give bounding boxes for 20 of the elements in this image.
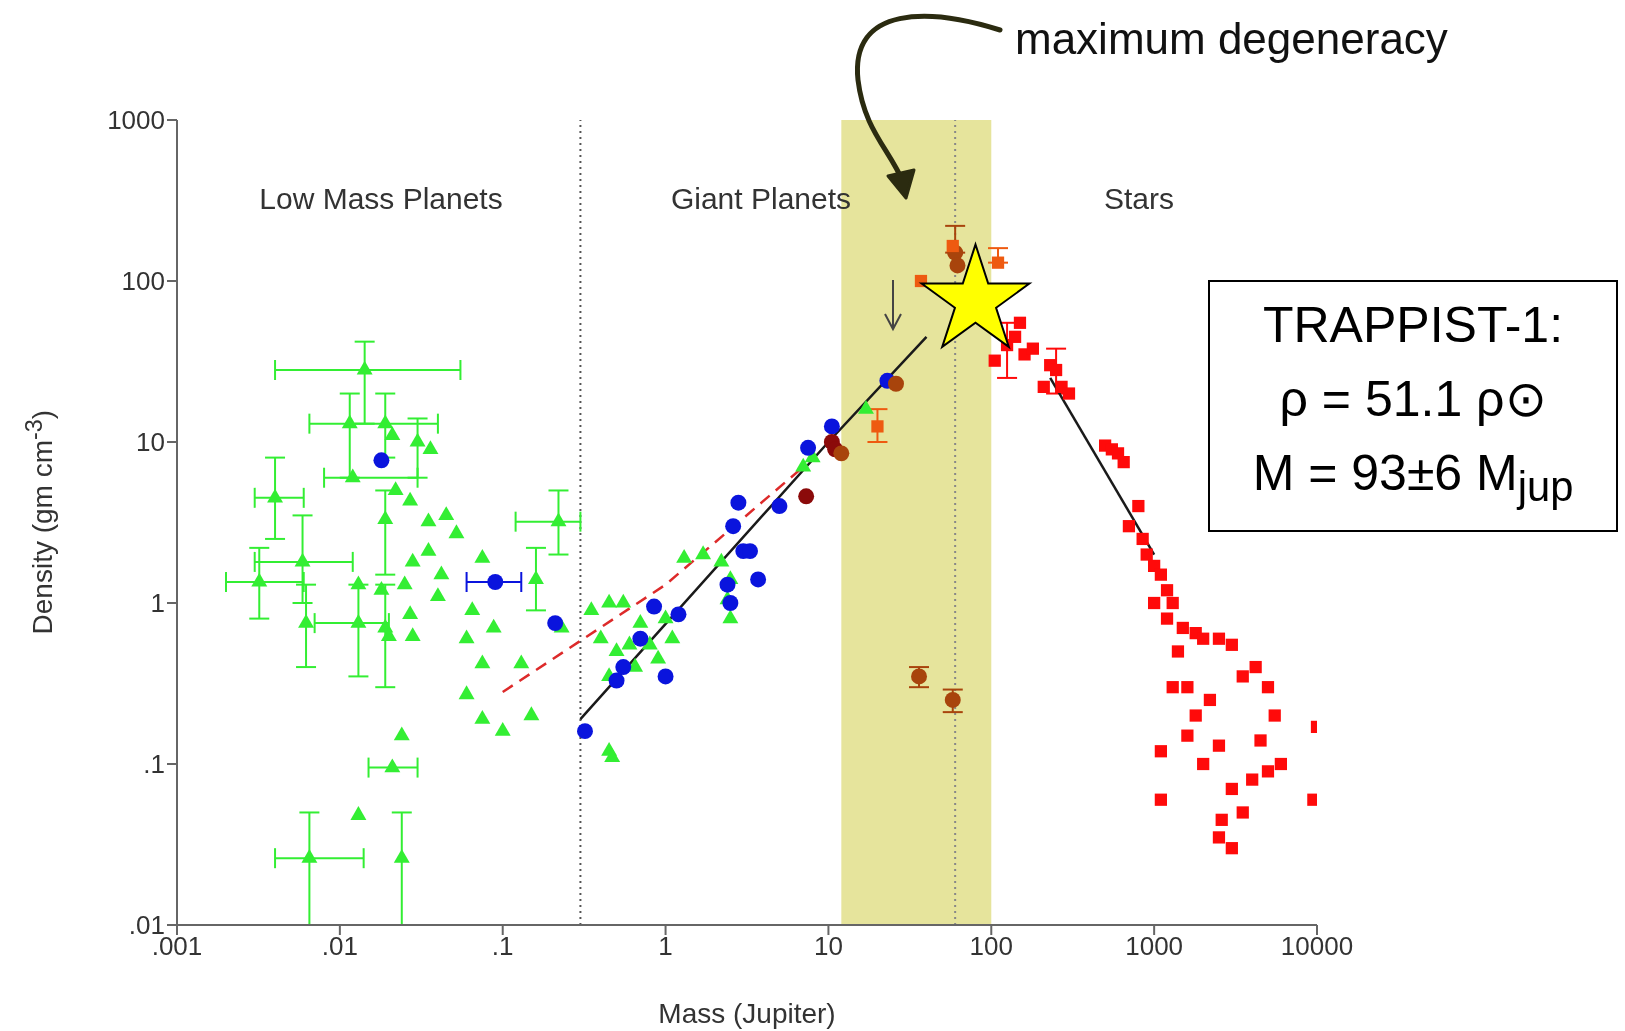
x-tick-label: 10000 [1280,931,1354,962]
y-tick-label: 1 [150,588,165,619]
text: maximum degeneracy [1015,14,1448,64]
y-tick-label: .1 [143,749,165,780]
x-tick-label: .1 [491,931,514,962]
annotation: Low Mass Planets [258,182,504,216]
x-tick-label: 100 [969,931,1013,962]
annotation: TRAPPIST-1: [1262,296,1564,355]
x-axis-title: Mass (Jupiter) [658,998,836,1029]
annotation: M = 93±6 M$_{jup}$ [1252,444,1574,512]
x-tick-label: 10 [813,931,843,962]
y-tick-label: 10 [136,427,165,458]
annotation: ρ = 51.1 ρ⊙ [1279,370,1547,429]
x-tick-label: 1000 [1125,931,1184,962]
annotation: Stars [1103,182,1175,216]
y-tick-label: 1000 [107,105,165,136]
annotation: Giant Planets [669,182,853,216]
x-tick-label: .01 [321,931,358,962]
x-tick-label: 1 [658,931,673,962]
y-tick-label: 100 [121,266,165,297]
